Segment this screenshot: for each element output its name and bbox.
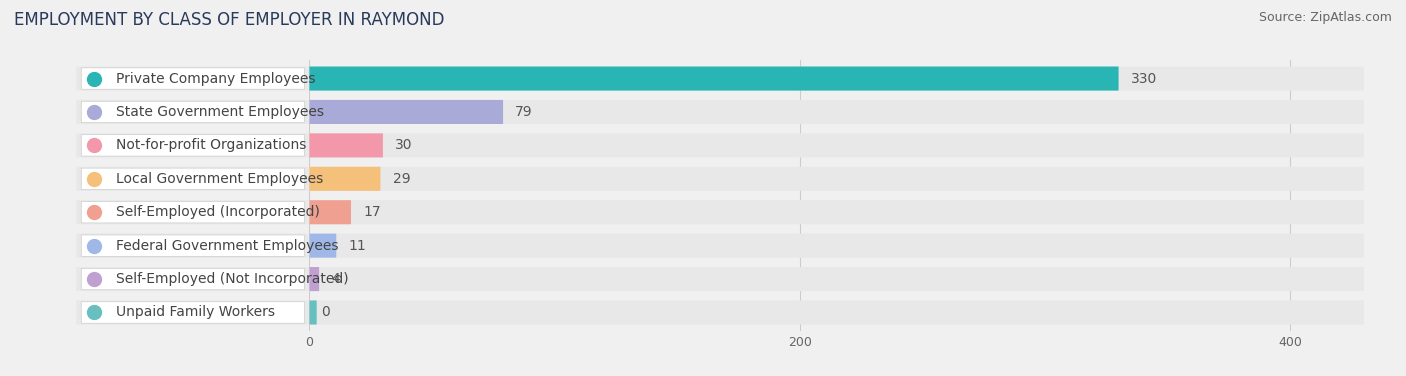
Text: Self-Employed (Not Incorporated): Self-Employed (Not Incorporated) — [115, 272, 349, 286]
Text: EMPLOYMENT BY CLASS OF EMPLOYER IN RAYMOND: EMPLOYMENT BY CLASS OF EMPLOYER IN RAYMO… — [14, 11, 444, 29]
Text: 17: 17 — [363, 205, 381, 219]
Text: Source: ZipAtlas.com: Source: ZipAtlas.com — [1258, 11, 1392, 24]
FancyBboxPatch shape — [82, 268, 305, 290]
Text: 0: 0 — [322, 305, 330, 320]
FancyBboxPatch shape — [76, 300, 1364, 324]
Text: 4: 4 — [332, 272, 340, 286]
FancyBboxPatch shape — [82, 202, 305, 223]
FancyBboxPatch shape — [309, 67, 1119, 91]
FancyBboxPatch shape — [76, 267, 1364, 291]
FancyBboxPatch shape — [76, 167, 1364, 191]
FancyBboxPatch shape — [82, 101, 305, 123]
FancyBboxPatch shape — [76, 233, 1364, 258]
FancyBboxPatch shape — [82, 135, 305, 156]
Text: Federal Government Employees: Federal Government Employees — [115, 239, 337, 253]
Text: Local Government Employees: Local Government Employees — [115, 172, 323, 186]
FancyBboxPatch shape — [76, 200, 1364, 224]
FancyBboxPatch shape — [309, 200, 352, 224]
FancyBboxPatch shape — [76, 100, 1364, 124]
FancyBboxPatch shape — [76, 67, 1364, 91]
Text: 30: 30 — [395, 138, 412, 152]
Text: 11: 11 — [349, 239, 367, 253]
Text: Not-for-profit Organizations: Not-for-profit Organizations — [115, 138, 307, 152]
Text: 330: 330 — [1130, 71, 1157, 86]
FancyBboxPatch shape — [82, 168, 305, 190]
Text: 29: 29 — [392, 172, 411, 186]
FancyBboxPatch shape — [309, 233, 336, 258]
FancyBboxPatch shape — [82, 68, 305, 89]
Text: State Government Employees: State Government Employees — [115, 105, 323, 119]
FancyBboxPatch shape — [82, 302, 305, 323]
FancyBboxPatch shape — [82, 235, 305, 256]
Text: 79: 79 — [516, 105, 533, 119]
FancyBboxPatch shape — [309, 133, 382, 158]
FancyBboxPatch shape — [309, 100, 503, 124]
FancyBboxPatch shape — [309, 300, 316, 324]
FancyBboxPatch shape — [309, 167, 381, 191]
Text: Unpaid Family Workers: Unpaid Family Workers — [115, 305, 274, 320]
FancyBboxPatch shape — [76, 133, 1364, 158]
Text: Private Company Employees: Private Company Employees — [115, 71, 315, 86]
FancyBboxPatch shape — [309, 267, 319, 291]
Text: Self-Employed (Incorporated): Self-Employed (Incorporated) — [115, 205, 319, 219]
